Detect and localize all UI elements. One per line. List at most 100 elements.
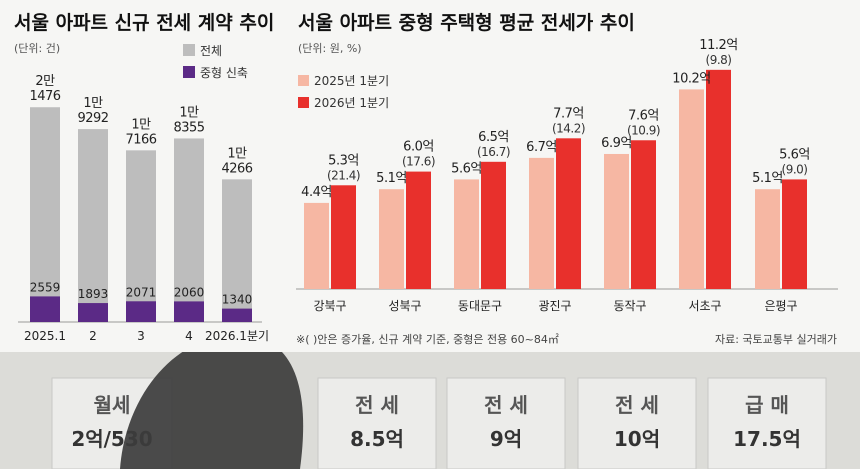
bar-total	[30, 107, 60, 323]
legend-swatch-mid-new	[183, 66, 195, 78]
bar-mid-new	[174, 301, 204, 322]
right-x-tick-label: 광진구	[538, 299, 571, 313]
sign-type-label: 월세	[94, 393, 131, 417]
right-x-tick-label: 동작구	[613, 299, 646, 313]
bar-mid-new	[222, 308, 252, 322]
sign-type-label: 급 매	[745, 393, 789, 417]
bar-2026-q1	[782, 179, 807, 289]
bar-2025-q1	[454, 179, 479, 289]
growth-rate-label: (14.2)	[552, 121, 585, 135]
left-bar-chart: 2만147625592025.11만9292189321만7166207131만…	[18, 74, 269, 343]
left-x-tick-label: 2	[89, 329, 97, 343]
total-value-label-bottom: 8355	[173, 120, 204, 135]
bar-2026-q1	[706, 69, 731, 290]
price-sign	[707, 377, 827, 469]
bar-mid-new	[30, 296, 60, 322]
legend-label-2026: 2026년 1분기	[314, 96, 389, 110]
total-value-label-top: 2만	[35, 74, 55, 89]
right-x-tick-label: 성북구	[388, 299, 421, 313]
mid-new-value-label: 1893	[78, 287, 109, 301]
total-value-label-top: 1만	[179, 105, 199, 120]
mid-new-value-label: 1340	[222, 293, 253, 307]
value-label-2025: 5.1억	[376, 171, 407, 186]
growth-rate-label: (9.8)	[706, 53, 732, 67]
price-sign	[577, 377, 697, 469]
value-label-2025: 6.7억	[526, 140, 557, 155]
growth-rate-label: (16.7)	[477, 145, 510, 159]
value-label-2025: 5.1억	[752, 171, 783, 186]
bar-2026-q1	[481, 161, 506, 289]
bar-2026-q1	[556, 138, 581, 289]
left-chart-unit: (단위: 건)	[14, 42, 60, 55]
sign-type-label: 전 세	[484, 393, 528, 417]
legend-label-total: 전체	[200, 44, 222, 58]
bar-mid-new	[78, 303, 108, 322]
bar-2025-q1	[755, 189, 780, 289]
bar-2025-q1	[604, 153, 629, 289]
left-x-tick-label: 3	[137, 329, 145, 343]
right-x-tick-label: 동대문구	[458, 299, 502, 313]
total-value-label-top: 1만	[131, 117, 151, 132]
sign-type-label: 전 세	[355, 393, 399, 417]
total-value-label-bottom: 7166	[125, 132, 156, 147]
left-x-tick-label: 2026.1분기	[205, 329, 269, 343]
value-label-2026: 5.3억	[328, 153, 359, 168]
bar-2026-q1	[406, 171, 431, 289]
growth-rate-label: (10.9)	[627, 123, 660, 137]
value-label-2026: 7.6억	[628, 108, 659, 123]
bar-2025-q1	[304, 202, 329, 289]
bar-2025-q1	[379, 189, 404, 289]
legend-label-mid-new: 중형 신축	[200, 66, 248, 80]
sign-price-label: 17.5억	[733, 427, 801, 451]
total-value-label-bottom: 4266	[221, 161, 252, 176]
sign-price-label: 9억	[490, 427, 522, 451]
right-x-tick-label: 은평구	[764, 299, 797, 313]
bar-total	[174, 138, 204, 322]
bar-mid-new	[126, 301, 156, 322]
bar-2026-q1	[631, 140, 656, 289]
right-chart-title: 서울 아파트 중형 주택형 평균 전세가 추이	[298, 12, 635, 34]
growth-rate-label: (21.4)	[327, 168, 360, 182]
sign-price-label: 8.5억	[350, 427, 404, 451]
total-value-label-top: 1만	[83, 96, 103, 111]
mid-new-value-label: 2060	[174, 285, 205, 299]
legend-label-2025: 2025년 1분기	[314, 74, 389, 88]
value-label-2026: 5.6억	[779, 147, 810, 162]
bar-total	[222, 179, 252, 322]
mid-new-value-label: 2559	[30, 280, 61, 294]
value-label-2026: 6.0억	[403, 140, 434, 155]
legend-swatch-total	[183, 44, 195, 56]
total-value-label-bottom: 1476	[29, 89, 60, 104]
price-sign	[317, 377, 437, 469]
bar-total	[78, 129, 108, 322]
value-label-2026: 6.5억	[478, 130, 509, 145]
growth-rate-label: (9.0)	[782, 162, 808, 176]
right-x-tick-label: 강북구	[313, 299, 346, 313]
bar-2026-q1	[331, 185, 356, 289]
legend-swatch-2025	[298, 75, 309, 86]
total-value-label-bottom: 9292	[77, 111, 108, 126]
bar-2025-q1	[679, 89, 704, 290]
person-silhouette	[120, 334, 304, 469]
bar-total	[126, 150, 156, 322]
sign-price-label: 10억	[614, 427, 660, 451]
growth-rate-label: (17.6)	[402, 155, 435, 169]
sign-type-label: 전 세	[615, 393, 659, 417]
value-label-2026: 11.2억	[699, 38, 737, 53]
value-label-2025: 10.2억	[672, 71, 710, 86]
left-x-tick-label: 4	[185, 329, 193, 343]
right-chart-unit: (단위: 원, %)	[298, 42, 362, 55]
right-x-tick-label: 서초구	[688, 299, 721, 313]
value-label-2025: 6.9억	[601, 136, 632, 151]
legend-swatch-2026	[298, 97, 309, 108]
value-label-2025: 5.6억	[451, 161, 482, 176]
source-note: 자료: 국토교통부 실거래가	[715, 333, 837, 346]
left-chart-title: 서울 아파트 신규 전세 계약 추이	[14, 12, 274, 34]
right-bar-chart: 4.4억 5.3억(21.4) 강북구 5.1억 6.0억(17.6) 성북구 5.6억 6.…	[296, 38, 838, 313]
left-x-tick-label: 2025.1	[24, 329, 66, 343]
price-sign	[446, 377, 566, 469]
value-label-2025: 4.4억	[301, 185, 332, 200]
footnote: ※( )안은 증가율, 신규 계약 기준, 중형은 전용 60~84㎡	[296, 332, 559, 346]
bar-2025-q1	[529, 157, 554, 289]
